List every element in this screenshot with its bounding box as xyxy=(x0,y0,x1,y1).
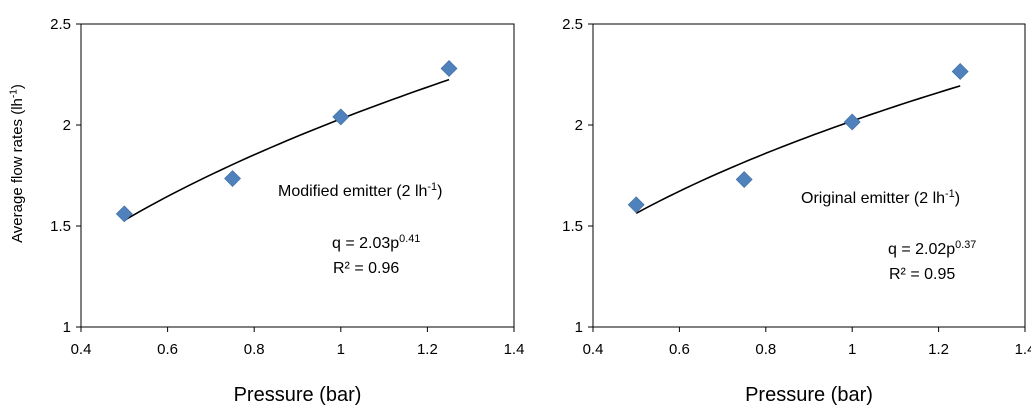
trendline xyxy=(635,85,961,214)
trendline xyxy=(123,78,450,222)
series-label: Modified emitter (2 lh-1) xyxy=(278,181,442,200)
x-tick-label: 0.6 xyxy=(157,341,178,358)
x-tick-label: 1.4 xyxy=(504,341,525,358)
x-axis-title: Pressure (bar) xyxy=(234,384,362,405)
x-tick-label: 0.8 xyxy=(244,341,265,358)
x-tick-label: 1.2 xyxy=(417,341,438,358)
x-tick-label: 0.4 xyxy=(583,341,604,358)
data-point xyxy=(440,60,458,77)
y-tick-label: 2 xyxy=(575,117,583,134)
x-tick-label: 1 xyxy=(337,341,345,358)
x-tick-label: 0.4 xyxy=(71,341,92,358)
chart-panel-original: 0.4 0.6 0.8 1 1.2 1.4 1 1.5 2 2.5 Pressure (bar) Or… xyxy=(562,16,1031,405)
data-point xyxy=(627,196,645,214)
y-tick-label: 1 xyxy=(575,319,583,336)
y-tick-label: 1.5 xyxy=(50,218,71,235)
r-squared-label: R² = 0.95 xyxy=(889,266,955,283)
y-tick-label: 1 xyxy=(63,319,71,336)
x-tick-label: 0.8 xyxy=(755,341,776,358)
y-tick-label: 2.5 xyxy=(50,16,71,33)
data-point xyxy=(332,108,350,126)
x-tick-label: 1 xyxy=(848,341,856,358)
plot-area-frame xyxy=(592,23,1026,328)
plot-area-frame xyxy=(80,23,515,328)
trendline-equation: q = 2.03p0.41 xyxy=(332,233,420,252)
data-point xyxy=(735,171,753,188)
trendline-equation: q = 2.02p0.37 xyxy=(888,239,976,258)
data-point xyxy=(951,63,969,80)
y-tick-label: 2 xyxy=(63,117,71,134)
x-tick-label: 1.4 xyxy=(1015,341,1031,358)
data-point xyxy=(843,113,861,131)
x-tick-label: 0.6 xyxy=(669,341,690,358)
data-point xyxy=(115,205,133,223)
series-label: Original emitter (2 lh-1) xyxy=(801,188,960,207)
x-tick-label: 1.2 xyxy=(928,341,949,358)
x-axis-title: Pressure (bar) xyxy=(745,384,873,405)
r-squared-label: R² = 0.96 xyxy=(333,260,399,277)
y-tick-label: 1.5 xyxy=(562,218,583,235)
y-axis-title: Average flow rates (lh-1) xyxy=(8,84,26,243)
y-tick-label: 2.5 xyxy=(562,16,583,33)
chart-panel-modified: 0.4 0.6 0.8 1 1.2 1.4 1 1.5 2 2.5 Pressure (bar) Av… xyxy=(8,16,524,405)
data-point xyxy=(224,170,241,187)
